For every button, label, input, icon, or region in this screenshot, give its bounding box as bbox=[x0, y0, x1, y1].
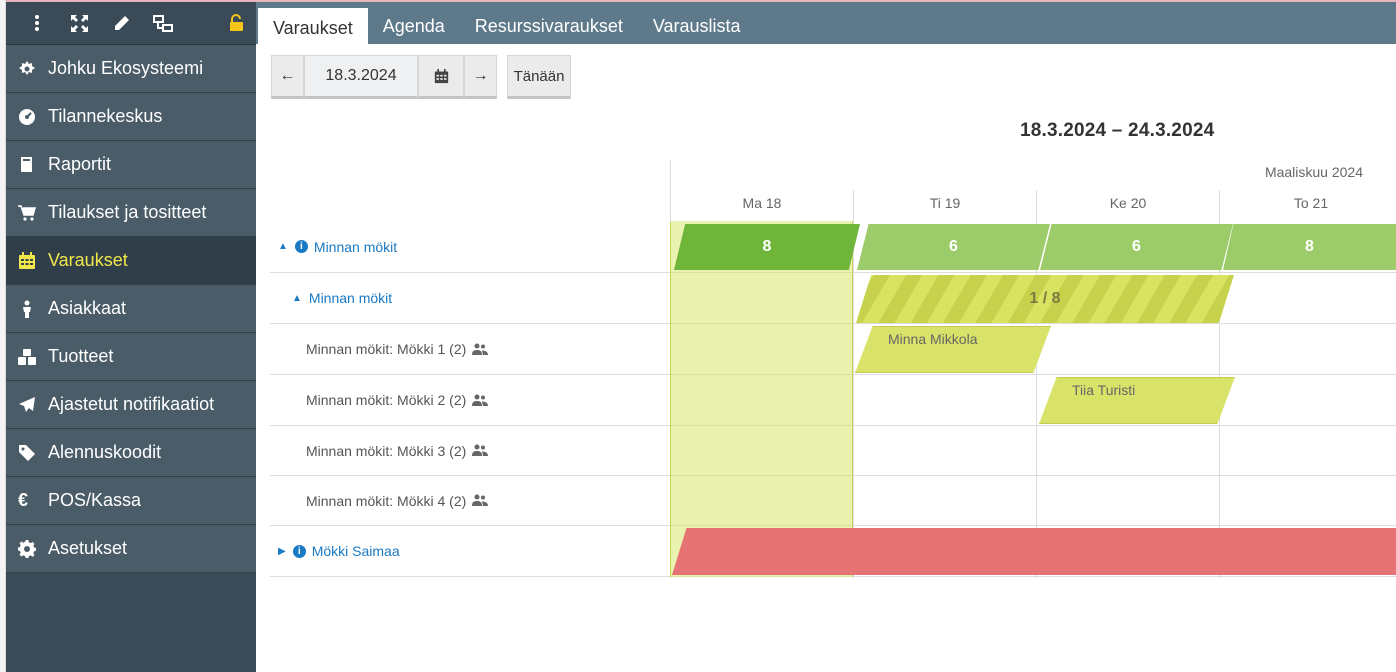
subgroup-label[interactable]: ▲ Minnan mökit bbox=[270, 273, 670, 323]
cubes-icon bbox=[18, 348, 48, 366]
day-header-ke-20: Ke 20 bbox=[1036, 190, 1219, 221]
unit-name: Minnan mökit: Mökki 2 (2) bbox=[306, 392, 467, 408]
month-label: Maaliskuu 2024 bbox=[670, 160, 1396, 190]
date-input[interactable]: 18.3.2024 bbox=[304, 55, 418, 99]
unavailable-bar[interactable] bbox=[672, 528, 1396, 575]
sidebar-item-label: Asetukset bbox=[48, 538, 128, 558]
calendar-icon bbox=[434, 68, 448, 83]
lock-icon[interactable] bbox=[216, 2, 256, 45]
sidebar-item-label: Tilaukset ja tositteet bbox=[48, 202, 207, 222]
sitemap-icon[interactable] bbox=[142, 2, 184, 45]
sidebar-item-label: Tilannekeskus bbox=[48, 106, 163, 126]
sidebar-item-raportit[interactable]: Raportit bbox=[6, 141, 256, 189]
people-icon bbox=[471, 394, 489, 407]
next-week-button[interactable]: → bbox=[464, 55, 497, 99]
cart-icon bbox=[18, 204, 48, 222]
tag-icon bbox=[18, 444, 48, 462]
top-border bbox=[0, 0, 1396, 2]
sidebar-item-pos-kassa[interactable]: € POS/Kassa bbox=[6, 477, 256, 525]
sidebar-item-alennuskoodit[interactable]: Alennuskoodit bbox=[6, 429, 256, 477]
sidebar-item-label: Johku Ekosysteemi bbox=[48, 58, 204, 78]
group-label[interactable]: ▶ i Mökki Saimaa bbox=[270, 526, 670, 576]
sidebar-item-label: Ajastetut notifikaatiot bbox=[48, 394, 215, 414]
availability-count-bar[interactable]: 6 bbox=[857, 224, 1050, 270]
sidebar-item-varaukset[interactable]: Varaukset bbox=[6, 237, 256, 285]
sidebar-item-label: Asiakkaat bbox=[48, 298, 127, 318]
expand-icon[interactable] bbox=[58, 2, 100, 45]
sidebar-item-tilaukset[interactable]: Tilaukset ja tositteet bbox=[6, 189, 256, 237]
people-icon bbox=[471, 494, 489, 507]
sidebar-item-label: Tuotteet bbox=[48, 346, 114, 366]
unit-label: Minnan mökit: Mökki 3 (2) bbox=[270, 426, 670, 475]
group-name[interactable]: Mökki Saimaa bbox=[311, 543, 400, 559]
sidebar-item-asetukset[interactable]: Asetukset bbox=[6, 525, 256, 573]
availability-count-bar[interactable]: 8 bbox=[674, 224, 860, 270]
people-icon bbox=[471, 444, 489, 457]
sidebar-item-johku-ekosysteemi[interactable]: Johku Ekosysteemi bbox=[6, 45, 256, 93]
send-icon bbox=[18, 396, 48, 414]
person-icon bbox=[18, 300, 48, 318]
unit-name: Minnan mökit: Mökki 1 (2) bbox=[306, 341, 467, 357]
availability-bar[interactable]: 1 / 8 bbox=[856, 275, 1234, 323]
info-icon[interactable]: i bbox=[292, 544, 306, 558]
sidebar-item-label: Alennuskoodit bbox=[48, 442, 162, 462]
info-icon[interactable]: i bbox=[294, 240, 308, 253]
pencil-icon[interactable] bbox=[100, 2, 142, 45]
menu-icon[interactable] bbox=[16, 2, 58, 45]
grid-line bbox=[853, 190, 854, 578]
background-page-edge bbox=[0, 0, 6, 672]
group-label[interactable]: ▲ i Minnan mökit bbox=[270, 221, 670, 272]
grid-line bbox=[1036, 190, 1037, 578]
sidebar-toolbar bbox=[6, 2, 256, 45]
tab-varauslista[interactable]: Varauslista bbox=[652, 15, 741, 36]
sidebar-item-label: POS/Kassa bbox=[48, 490, 142, 510]
availability-count-bar[interactable]: 6 bbox=[1040, 224, 1233, 270]
day-header-ma-18: Ma 18 bbox=[670, 190, 853, 221]
reservation-bar[interactable]: Minna Mikkola bbox=[855, 326, 1051, 373]
sidebar: Johku Ekosysteemi Tilannekeskus Raportit… bbox=[6, 2, 256, 672]
availability-count-bar[interactable]: 8 bbox=[1223, 224, 1396, 270]
sidebar-item-ajastetut-notifikaatiot[interactable]: Ajastetut notifikaatiot bbox=[6, 381, 256, 429]
group-name[interactable]: Minnan mökit bbox=[313, 238, 398, 255]
book-icon bbox=[18, 156, 48, 174]
collapse-caret-icon[interactable]: ▲ bbox=[278, 241, 288, 252]
dashboard-icon bbox=[18, 108, 48, 126]
expand-caret-icon[interactable]: ▶ bbox=[278, 545, 286, 557]
date-range-title: 18.3.2024 – 24.3.2024 bbox=[1020, 120, 1215, 141]
day-header-to-21: To 21 bbox=[1219, 190, 1396, 221]
tab-bar: Varaukset Agenda Resurssivaraukset Varau… bbox=[256, 2, 1396, 45]
cog-icon bbox=[18, 60, 48, 78]
unit-label: Minnan mökit: Mökki 1 (2) bbox=[270, 324, 670, 374]
sidebar-item-tuotteet[interactable]: Tuotteet bbox=[6, 333, 256, 381]
tab-agenda[interactable]: Agenda bbox=[382, 15, 445, 36]
today-button[interactable]: Tänään bbox=[507, 55, 571, 99]
sidebar-item-label: Varaukset bbox=[48, 250, 128, 270]
subgroup-name[interactable]: Minnan mökit bbox=[308, 290, 393, 306]
sidebar-item-tilannekeskus[interactable]: Tilannekeskus bbox=[6, 93, 256, 141]
prev-week-button[interactable]: ← bbox=[271, 55, 304, 99]
today-highlight bbox=[670, 221, 853, 577]
tab-varaukset[interactable]: Varaukset bbox=[258, 8, 368, 45]
unit-label: Minnan mökit: Mökki 2 (2) bbox=[270, 375, 670, 425]
reservation-bar[interactable]: Tiia Turisti bbox=[1039, 377, 1235, 424]
unit-label: Minnan mökit: Mökki 4 (2) bbox=[270, 476, 670, 525]
tab-resurssivaraukset[interactable]: Resurssivaraukset bbox=[474, 15, 623, 36]
gear-icon bbox=[18, 539, 48, 558]
calendar-picker-button[interactable] bbox=[418, 55, 464, 99]
people-icon bbox=[471, 343, 489, 356]
unit-name: Minnan mökit: Mökki 3 (2) bbox=[306, 442, 467, 459]
day-header-ti-19: Ti 19 bbox=[853, 190, 1036, 221]
calendar-icon bbox=[18, 251, 48, 270]
sidebar-item-label: Raportit bbox=[48, 154, 112, 174]
date-controls: ← 18.3.2024 → Tänään bbox=[271, 55, 571, 99]
main-content: Varaukset Agenda Resurssivaraukset Varau… bbox=[256, 2, 1396, 672]
unit-name: Minnan mökit: Mökki 4 (2) bbox=[306, 492, 467, 509]
reservation-grid: Maaliskuu 2024 Ma 18 Ti 19 Ke 20 To 21 ▲… bbox=[270, 160, 1396, 578]
sidebar-item-asiakkaat[interactable]: Asiakkaat bbox=[6, 285, 256, 333]
collapse-caret-icon[interactable]: ▲ bbox=[292, 292, 302, 304]
euro-icon: € bbox=[18, 490, 29, 510]
